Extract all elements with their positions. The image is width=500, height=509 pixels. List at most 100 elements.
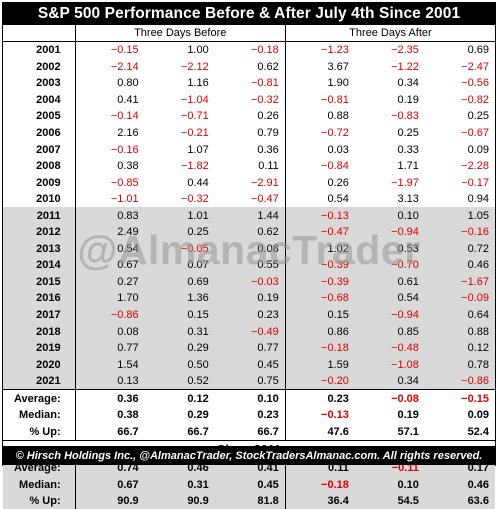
row-label: % Up: bbox=[29, 425, 61, 438]
value-cell: 0.27 bbox=[74, 273, 145, 291]
value-cell: −0.18 bbox=[284, 476, 355, 493]
value-cell: 0.36 bbox=[74, 390, 145, 407]
value-cell: 0.10 bbox=[397, 478, 419, 491]
value-cell: −1.08 bbox=[391, 358, 419, 371]
value-cell: 1.16 bbox=[187, 77, 209, 90]
value-cell: 1.01 bbox=[187, 209, 209, 222]
value-cell: 0.69 bbox=[187, 275, 209, 288]
value-cell: 0.46 bbox=[467, 259, 489, 272]
value-cell: −0.82 bbox=[461, 93, 489, 106]
row-label: 2012 bbox=[36, 226, 61, 239]
value-cell: −0.09 bbox=[461, 292, 489, 305]
value-cell: −0.83 bbox=[391, 110, 419, 123]
year-row: 2002 −2.14 −2.12 0.62 3.67 −1.22 −2.47 bbox=[3, 58, 495, 76]
value-cell: 57.1 bbox=[397, 425, 419, 438]
value-cell: 0.19 bbox=[397, 409, 419, 422]
value-cell: −1.22 bbox=[391, 60, 419, 73]
value-cell: 0.34 bbox=[397, 77, 419, 90]
value-cell: 0.31 bbox=[187, 478, 209, 491]
value-cell: −0.81 bbox=[284, 91, 355, 109]
value-cell: −2.91 bbox=[250, 176, 279, 189]
row-label: 2018 bbox=[36, 325, 61, 338]
value-cell: −0.67 bbox=[461, 127, 489, 139]
row-label: Average: bbox=[13, 392, 61, 405]
value-cell: 0.69 bbox=[467, 44, 489, 57]
value-cell: −1.97 bbox=[391, 176, 419, 189]
year-row: 2018 0.08 0.31 −0.49 0.86 0.85 0.88 bbox=[3, 323, 495, 340]
value-cell: 1.36 bbox=[187, 292, 209, 305]
row-label: 2010 bbox=[36, 193, 61, 206]
value-cell: 1.00 bbox=[187, 44, 209, 57]
value-cell: 0.15 bbox=[187, 309, 209, 322]
stat-row: Average: 0.36 0.12 0.10 0.23 −0.08 −0.15 bbox=[3, 390, 495, 407]
value-cell: −2.35 bbox=[391, 44, 419, 57]
value-cell: 0.12 bbox=[187, 392, 209, 405]
value-cell: −2.14 bbox=[74, 58, 145, 76]
value-cell: −0.08 bbox=[391, 392, 419, 405]
value-cell: 0.67 bbox=[74, 476, 145, 493]
value-cell: 0.88 bbox=[467, 325, 489, 338]
value-cell: 0.46 bbox=[467, 478, 489, 491]
value-cell: 0.45 bbox=[257, 478, 279, 491]
value-cell: −0.81 bbox=[250, 77, 279, 90]
value-cell: 90.9 bbox=[74, 492, 145, 509]
row-label: 2001 bbox=[36, 44, 61, 57]
value-cell: −0.86 bbox=[74, 306, 145, 324]
value-cell: −0.72 bbox=[284, 124, 355, 142]
value-cell: 0.52 bbox=[187, 375, 209, 388]
year-row: 2011 0.83 1.01 1.44 −0.13 0.10 1.05 bbox=[3, 207, 495, 225]
value-cell: 0.77 bbox=[257, 342, 279, 355]
value-cell: 0.13 bbox=[74, 372, 145, 390]
row-label: 2016 bbox=[36, 292, 61, 305]
row-label: 2006 bbox=[36, 127, 61, 139]
value-cell: 0.50 bbox=[187, 358, 209, 371]
value-cell: 0.31 bbox=[187, 325, 209, 338]
value-cell: −0.03 bbox=[250, 275, 279, 288]
year-row: 2003 0.80 1.16 −0.81 1.90 0.34 −0.56 bbox=[3, 75, 495, 92]
value-cell: −0.39 bbox=[284, 257, 355, 274]
copyright-footer: © Hirsch Holdings Inc., @AlmanacTrader, … bbox=[3, 446, 495, 465]
value-cell: 0.78 bbox=[467, 358, 489, 371]
summary-stats: Average: 0.36 0.12 0.10 0.23 −0.08 −0.15 Median… bbox=[3, 389, 495, 440]
year-row: 2015 0.27 0.69 −0.03 −0.39 0.61 −1.67 bbox=[3, 273, 495, 291]
row-label: 2009 bbox=[36, 176, 61, 189]
value-cell: 3.13 bbox=[397, 193, 419, 206]
row-label: Median: bbox=[19, 478, 61, 491]
value-cell: −0.68 bbox=[284, 290, 355, 307]
value-cell: 1.71 bbox=[397, 160, 419, 173]
row-label: 2004 bbox=[36, 93, 61, 106]
value-cell: 2.16 bbox=[74, 124, 145, 142]
value-cell: 0.07 bbox=[187, 259, 209, 272]
value-cell: 1.90 bbox=[284, 75, 355, 92]
year-row: 2001 −0.15 1.00 −0.18 −1.23 −2.35 0.69 bbox=[3, 42, 495, 59]
value-cell: −1.67 bbox=[461, 275, 489, 288]
value-cell: −0.15 bbox=[461, 392, 489, 405]
row-label: 2013 bbox=[36, 242, 61, 255]
stat-row: Median: 0.38 0.29 0.23 −0.13 0.19 0.09 bbox=[3, 406, 495, 424]
year-row: 2021 0.13 0.52 0.75 −0.20 0.34 −0.86 bbox=[3, 372, 495, 390]
header-spacer bbox=[3, 25, 75, 41]
value-cell: −0.20 bbox=[284, 372, 355, 390]
value-cell: 0.38 bbox=[74, 157, 145, 175]
stat-row: % Up: 66.7 66.7 66.7 47.6 57.1 52.4 bbox=[3, 423, 495, 440]
value-cell: 0.67 bbox=[74, 257, 145, 274]
year-row: 2004 0.41 −1.04 −0.32 −0.81 0.19 −0.82 bbox=[3, 91, 495, 109]
value-cell: 0.19 bbox=[397, 93, 419, 106]
header-three-days-after: Three Days After bbox=[284, 25, 495, 41]
value-cell: 63.6 bbox=[467, 495, 489, 508]
value-cell: −0.47 bbox=[284, 224, 355, 241]
value-cell: 0.34 bbox=[397, 375, 419, 388]
row-label: 2008 bbox=[36, 160, 61, 173]
value-cell: 0.54 bbox=[74, 240, 145, 258]
value-cell: 0.29 bbox=[187, 409, 209, 422]
value-cell: 0.55 bbox=[257, 259, 279, 272]
value-cell: 0.10 bbox=[257, 392, 279, 405]
row-label: 2019 bbox=[36, 342, 61, 355]
value-cell: 0.36 bbox=[257, 143, 279, 156]
value-cell: −0.16 bbox=[74, 141, 145, 158]
year-row: 2007 −0.16 1.07 0.36 0.03 0.33 0.09 bbox=[3, 141, 495, 158]
year-row: 2012 2.49 0.25 0.62 −0.47 −0.94 −0.16 bbox=[3, 224, 495, 241]
value-cell: −0.32 bbox=[180, 193, 209, 206]
value-cell: 0.77 bbox=[74, 339, 145, 357]
